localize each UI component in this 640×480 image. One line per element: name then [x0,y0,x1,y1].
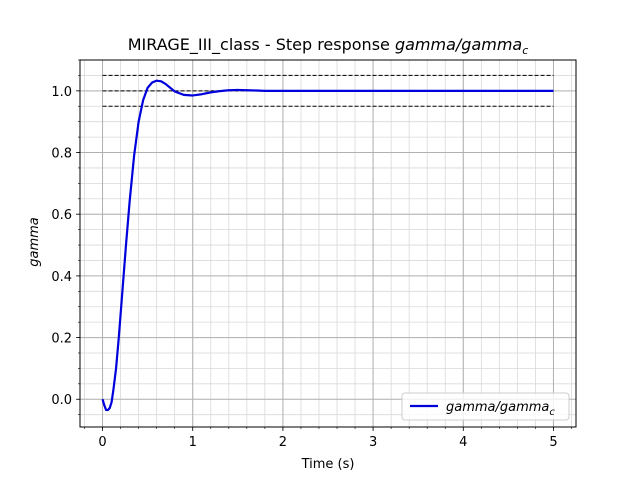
y-tick-label: 0.8 [51,147,72,162]
y-tick-label: 0.6 [51,208,72,223]
x-tick-label: 5 [549,435,557,450]
chart-title: MIRAGE_III_class - Step response gamma/g… [128,35,529,57]
ticks: 0 1 2 3 4 5 0.0 0.2 0.4 0.6 0.8 1.0 [51,59,572,450]
chart-title-math-sub: c [522,44,528,57]
y-tick-label: 0.0 [51,393,72,408]
x-tick-label: 4 [459,435,467,450]
x-tick-label: 1 [189,435,197,450]
x-tick-label: 3 [369,435,377,450]
series-line-gamma [101,79,554,412]
y-axis-label: gamma [27,217,42,267]
plot-frame [79,59,577,428]
y-tick-label: 0.4 [51,270,72,285]
legend-label-sub: c [549,407,555,418]
legend-label-text: gamma/gamma [446,400,549,415]
legend-box [401,392,570,421]
y-tick-label: 1.0 [51,85,72,100]
x-tick-label: 0 [98,435,106,450]
x-axis-label: Time (s) [301,457,355,472]
chart-title-text: MIRAGE_III_class - Step response [128,35,395,55]
x-tick-label: 2 [279,435,287,450]
y-tick-label: 0.2 [51,332,72,347]
legend-label: gamma/gammac [446,400,555,418]
minor-grid [80,59,576,427]
series-layer [101,74,554,412]
chart-title-math: gamma/gamma [395,35,522,54]
major-grid [80,60,576,427]
legend: gamma/gammac [401,392,570,421]
